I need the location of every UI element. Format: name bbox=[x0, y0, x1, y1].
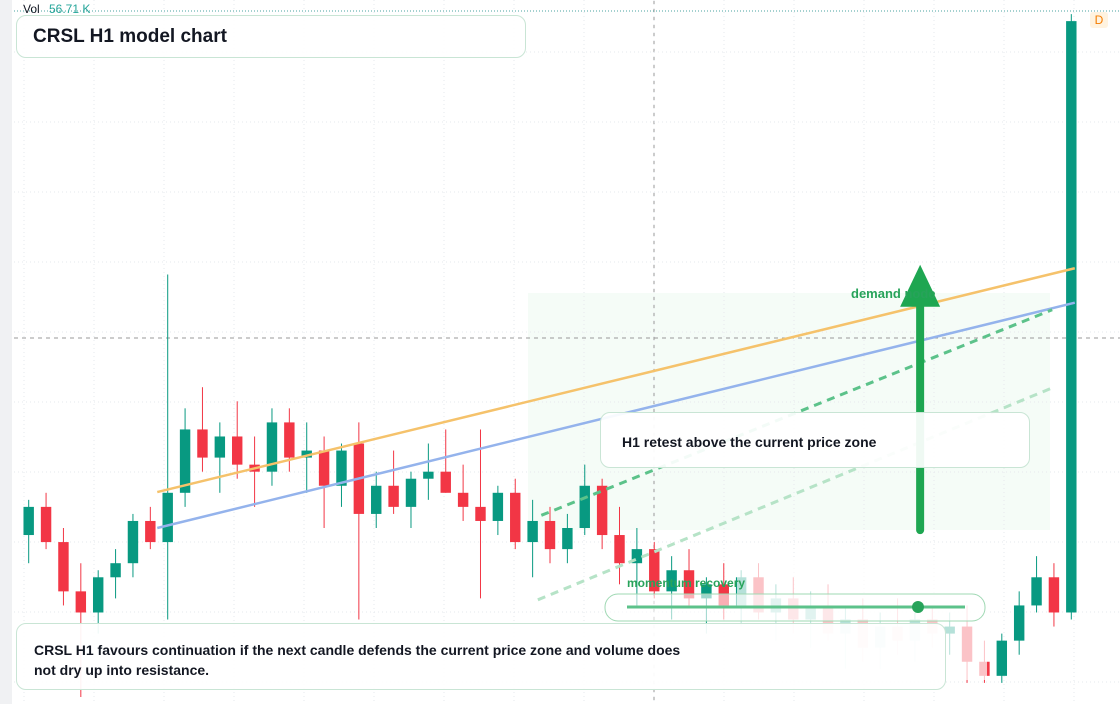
arrow-head bbox=[900, 264, 941, 307]
volume-value: 56.71 K bbox=[49, 2, 90, 16]
title-box: CRSL H1 model chart bbox=[16, 15, 526, 58]
candle-body bbox=[614, 535, 625, 564]
candle-body bbox=[701, 584, 712, 599]
candle-body bbox=[579, 485, 590, 528]
candle-body bbox=[475, 506, 486, 521]
volume-label: Vol bbox=[23, 2, 40, 16]
candle-body bbox=[162, 492, 173, 543]
note-box: CRSL H1 favours continuation if the next… bbox=[16, 623, 946, 690]
candle-body bbox=[666, 570, 677, 592]
momentum-dot bbox=[912, 601, 924, 613]
candle-body bbox=[284, 422, 295, 458]
badge-bg bbox=[1090, 12, 1108, 28]
candle-body bbox=[318, 450, 330, 486]
candle-body bbox=[301, 450, 312, 458]
candle-body bbox=[1066, 21, 1077, 613]
left-edge bbox=[0, 0, 12, 704]
candle-body bbox=[266, 422, 278, 472]
candle-body bbox=[596, 485, 608, 536]
candle-body bbox=[214, 436, 226, 458]
candle-body bbox=[683, 570, 695, 599]
candle-body bbox=[492, 492, 504, 521]
candle-body bbox=[232, 436, 243, 465]
candle-body bbox=[631, 549, 643, 564]
candle-body bbox=[544, 520, 556, 550]
candle-body bbox=[75, 591, 87, 613]
candle-body bbox=[996, 640, 1008, 676]
note-text: CRSL H1 favours continuation if the next… bbox=[34, 642, 681, 678]
candle-body bbox=[388, 485, 399, 507]
candle-body bbox=[1048, 577, 1060, 613]
candle-body bbox=[127, 520, 139, 564]
badge: D bbox=[1095, 13, 1104, 27]
candle-body bbox=[1031, 577, 1042, 606]
trendline bbox=[540, 308, 1053, 517]
candle-body bbox=[23, 506, 34, 536]
candle-body bbox=[110, 563, 121, 578]
demand-label: demand node bbox=[851, 286, 936, 301]
candle-body bbox=[1013, 605, 1025, 641]
candle-body bbox=[510, 492, 521, 543]
candle-body bbox=[336, 450, 347, 486]
candle-body bbox=[179, 429, 191, 493]
candle-body bbox=[58, 542, 69, 592]
candle-body bbox=[40, 506, 52, 543]
candle-body bbox=[457, 492, 469, 507]
candle-body bbox=[440, 471, 451, 493]
candle-body bbox=[197, 429, 208, 458]
retest-box: H1 retest above the current price zone bbox=[600, 412, 1030, 468]
candle-body bbox=[562, 528, 573, 550]
candle-body bbox=[145, 520, 156, 543]
candle-body bbox=[92, 577, 104, 613]
candle-body bbox=[405, 478, 417, 507]
momentum-label: momentum recovery bbox=[627, 576, 745, 590]
candle-body bbox=[423, 471, 434, 479]
candle-body bbox=[371, 485, 382, 514]
candle-body bbox=[527, 520, 538, 543]
candle-body bbox=[649, 549, 660, 592]
